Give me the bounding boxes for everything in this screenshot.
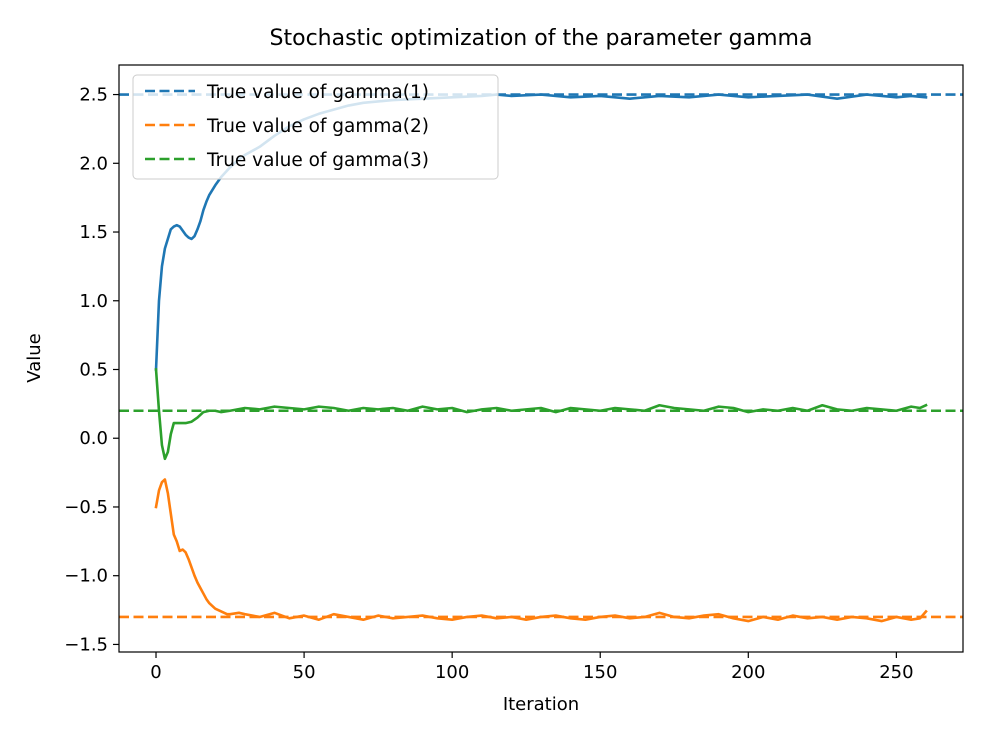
y-tick-label: −1.5	[64, 634, 108, 655]
x-tick-label: 100	[435, 662, 469, 683]
legend-items: True value of gamma(1) True value of gamm…	[145, 82, 429, 171]
y-tick-label: 1.5	[79, 222, 108, 243]
y-tick-label: 2.5	[79, 85, 108, 106]
y-tick-label: 0.5	[79, 359, 108, 380]
y-axis-label: Value	[24, 333, 45, 382]
x-tick-label: 0	[150, 662, 161, 683]
y-axis-ticks: −1.5 −1.0 −0.5 0.0 0.5 1.0 1.5 2.0 2.5	[64, 85, 119, 655]
y-tick-label: 2.0	[79, 153, 108, 174]
axes-frame	[118, 64, 964, 653]
legend-frame	[132, 74, 499, 180]
x-tick-label: 50	[293, 662, 316, 683]
x-tick-label: 150	[583, 662, 617, 683]
series-line-gamma-3	[154, 368, 928, 461]
y-tick-label: 0.0	[79, 428, 108, 449]
series-line-gamma-2	[154, 478, 928, 623]
x-axis-label: Iteration	[503, 694, 579, 715]
legend: True value of gamma(1) True value of gamm…	[132, 74, 499, 180]
x-axis-ticks: 0 50 100 150 200 250	[150, 652, 914, 683]
y-tick-label: −0.5	[64, 497, 108, 518]
chart-title: Stochastic optimization of the parameter…	[270, 26, 813, 51]
legend-label-gamma-3: True value of gamma(3)	[206, 150, 429, 171]
x-tick-label: 250	[879, 662, 913, 683]
legend-label-gamma-1: True value of gamma(1)	[206, 82, 429, 103]
y-tick-label: 1.0	[79, 291, 108, 312]
legend-label-gamma-2: True value of gamma(2)	[206, 116, 429, 137]
x-tick-label: 200	[731, 662, 765, 683]
y-tick-label: −1.0	[64, 566, 108, 587]
